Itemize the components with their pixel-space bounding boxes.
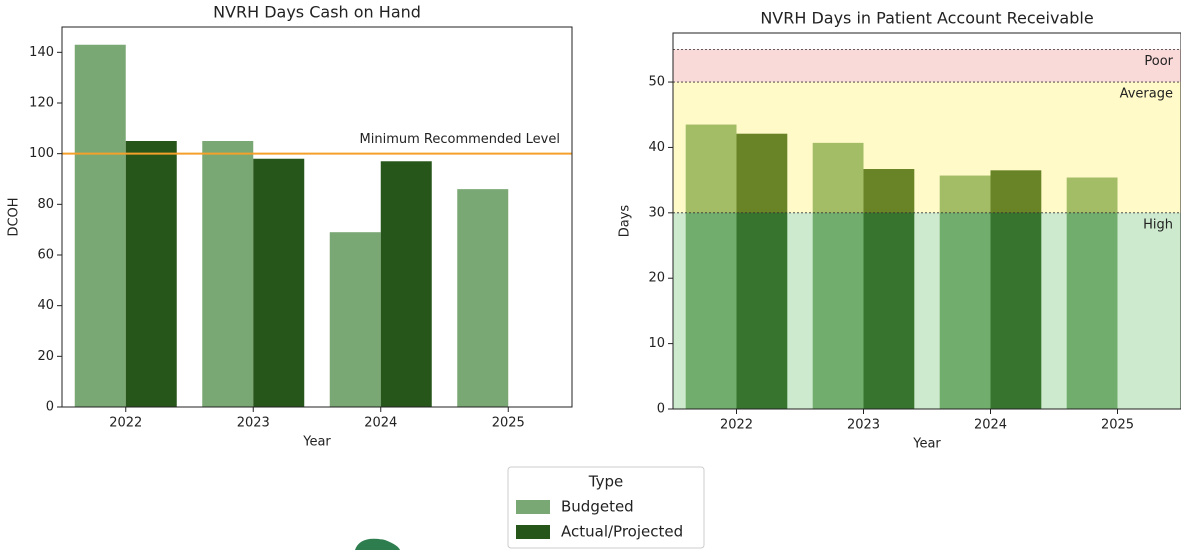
- bar: [253, 158, 305, 407]
- plot-frame: [672, 32, 1181, 410]
- reference-label: Minimum Recommended Level: [360, 132, 560, 147]
- bar: [74, 44, 126, 407]
- band: [673, 49, 1181, 83]
- band-label: High: [1143, 217, 1173, 232]
- plot-frame: [61, 26, 573, 408]
- bar: [685, 124, 737, 410]
- legend-swatch: [516, 525, 550, 539]
- bar: [380, 161, 432, 407]
- x-tick-label: 2022: [720, 418, 753, 433]
- y-axis-label: Days: [618, 205, 633, 238]
- y-axis-label: DCOH: [7, 197, 22, 236]
- y-tick-label: 10: [648, 336, 665, 351]
- bar: [863, 169, 915, 409]
- band: [673, 82, 1181, 213]
- bar: [457, 189, 509, 407]
- legend-title: Type: [588, 473, 623, 491]
- bar: [736, 133, 788, 409]
- y-tick-label: 0: [657, 402, 665, 417]
- bar: [990, 170, 1042, 409]
- y-tick-label: 100: [29, 146, 54, 161]
- legend-box: [507, 466, 705, 549]
- x-tick-label: 2022: [109, 416, 142, 431]
- bar: [329, 232, 381, 407]
- legend-label: Actual/Projected: [561, 523, 683, 541]
- chart-title: NVRH Days Cash on Hand: [213, 3, 421, 22]
- x-tick-label: 2024: [974, 418, 1007, 433]
- y-tick-label: 50: [648, 75, 665, 90]
- x-tick-label: 2023: [847, 418, 880, 433]
- band: [673, 212, 1181, 409]
- legend-label: Budgeted: [561, 498, 634, 516]
- bar: [125, 141, 177, 407]
- y-tick-label: 20: [37, 349, 54, 364]
- x-axis-label: Year: [912, 437, 941, 452]
- legend-swatch: [516, 500, 550, 514]
- bar: [202, 141, 254, 407]
- y-tick-label: 40: [648, 140, 665, 155]
- logo-fragment: [355, 538, 400, 550]
- x-tick-label: 2025: [492, 416, 525, 431]
- y-tick-label: 40: [37, 298, 54, 313]
- y-tick-label: 60: [37, 248, 54, 263]
- y-tick-label: 30: [648, 205, 665, 220]
- bar: [939, 175, 991, 409]
- y-tick-label: 80: [37, 197, 54, 212]
- x-tick-label: 2024: [364, 416, 397, 431]
- x-tick-label: 2023: [237, 416, 270, 431]
- bar: [812, 142, 864, 409]
- x-tick-label: 2025: [1101, 418, 1134, 433]
- y-tick-label: 20: [648, 271, 665, 286]
- y-tick-label: 0: [46, 400, 54, 415]
- x-axis-label: Year: [302, 435, 331, 450]
- bar: [1066, 177, 1118, 409]
- band-label: Poor: [1144, 54, 1173, 69]
- chart-title: NVRH Days in Patient Account Receivable: [760, 9, 1093, 28]
- y-tick-label: 120: [29, 96, 54, 111]
- band-label: Average: [1120, 87, 1173, 102]
- y-tick-label: 140: [29, 45, 54, 60]
